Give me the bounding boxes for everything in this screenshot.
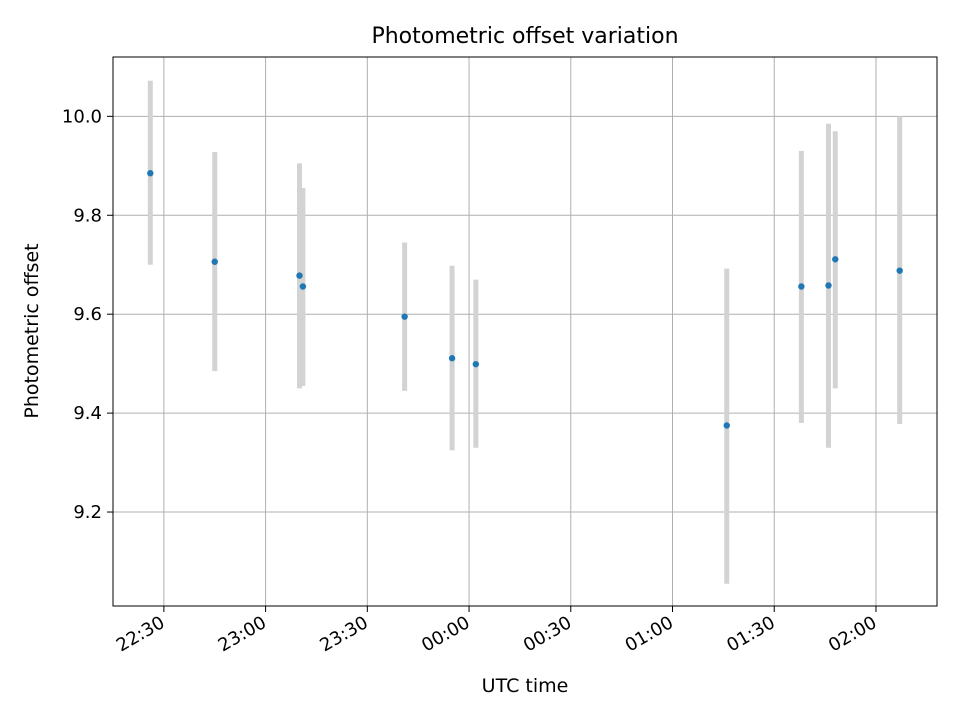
x-tick-label: 00:30: [520, 612, 575, 656]
y-tick-label: 9.6: [73, 304, 102, 325]
data-points: [147, 170, 903, 429]
x-tick-label: 23:00: [215, 612, 270, 656]
x-tick-label: 01:00: [622, 612, 677, 656]
data-point: [296, 272, 303, 279]
data-point: [211, 258, 218, 265]
x-tick-label: 00:00: [418, 612, 473, 656]
data-point: [832, 256, 839, 263]
data-point: [798, 283, 805, 290]
data-point: [723, 422, 730, 429]
chart-title: Photometric offset variation: [371, 24, 678, 49]
x-tick-label: 22:30: [113, 612, 168, 656]
y-tick-label: 9.4: [73, 403, 102, 424]
plot-background: [113, 57, 937, 606]
x-tick-label: 02:00: [825, 612, 880, 656]
y-tick-label: 10.0: [62, 106, 102, 127]
y-axis-ticks: 9.2 9.4 9.6 9.8 10.0: [62, 106, 113, 523]
data-point: [825, 282, 832, 289]
data-point: [147, 170, 154, 177]
y-tick-label: 9.2: [73, 502, 102, 523]
data-point: [299, 283, 307, 290]
y-tick-label: 9.8: [73, 205, 102, 226]
x-tick-label: 01:30: [723, 612, 778, 656]
data-point: [896, 267, 903, 274]
y-axis-label: Photometric offset: [21, 243, 43, 418]
x-axis-ticks: 22:30 23:00 23:30 00:00 00:30 01:00 01:30 02:00: [113, 606, 880, 656]
data-point: [401, 313, 408, 320]
data-point: [448, 355, 456, 362]
data-point: [472, 360, 480, 368]
plot-frame: [112, 56, 938, 607]
x-axis-label: UTC time: [482, 675, 569, 697]
x-tick-label: 23:30: [316, 612, 371, 656]
